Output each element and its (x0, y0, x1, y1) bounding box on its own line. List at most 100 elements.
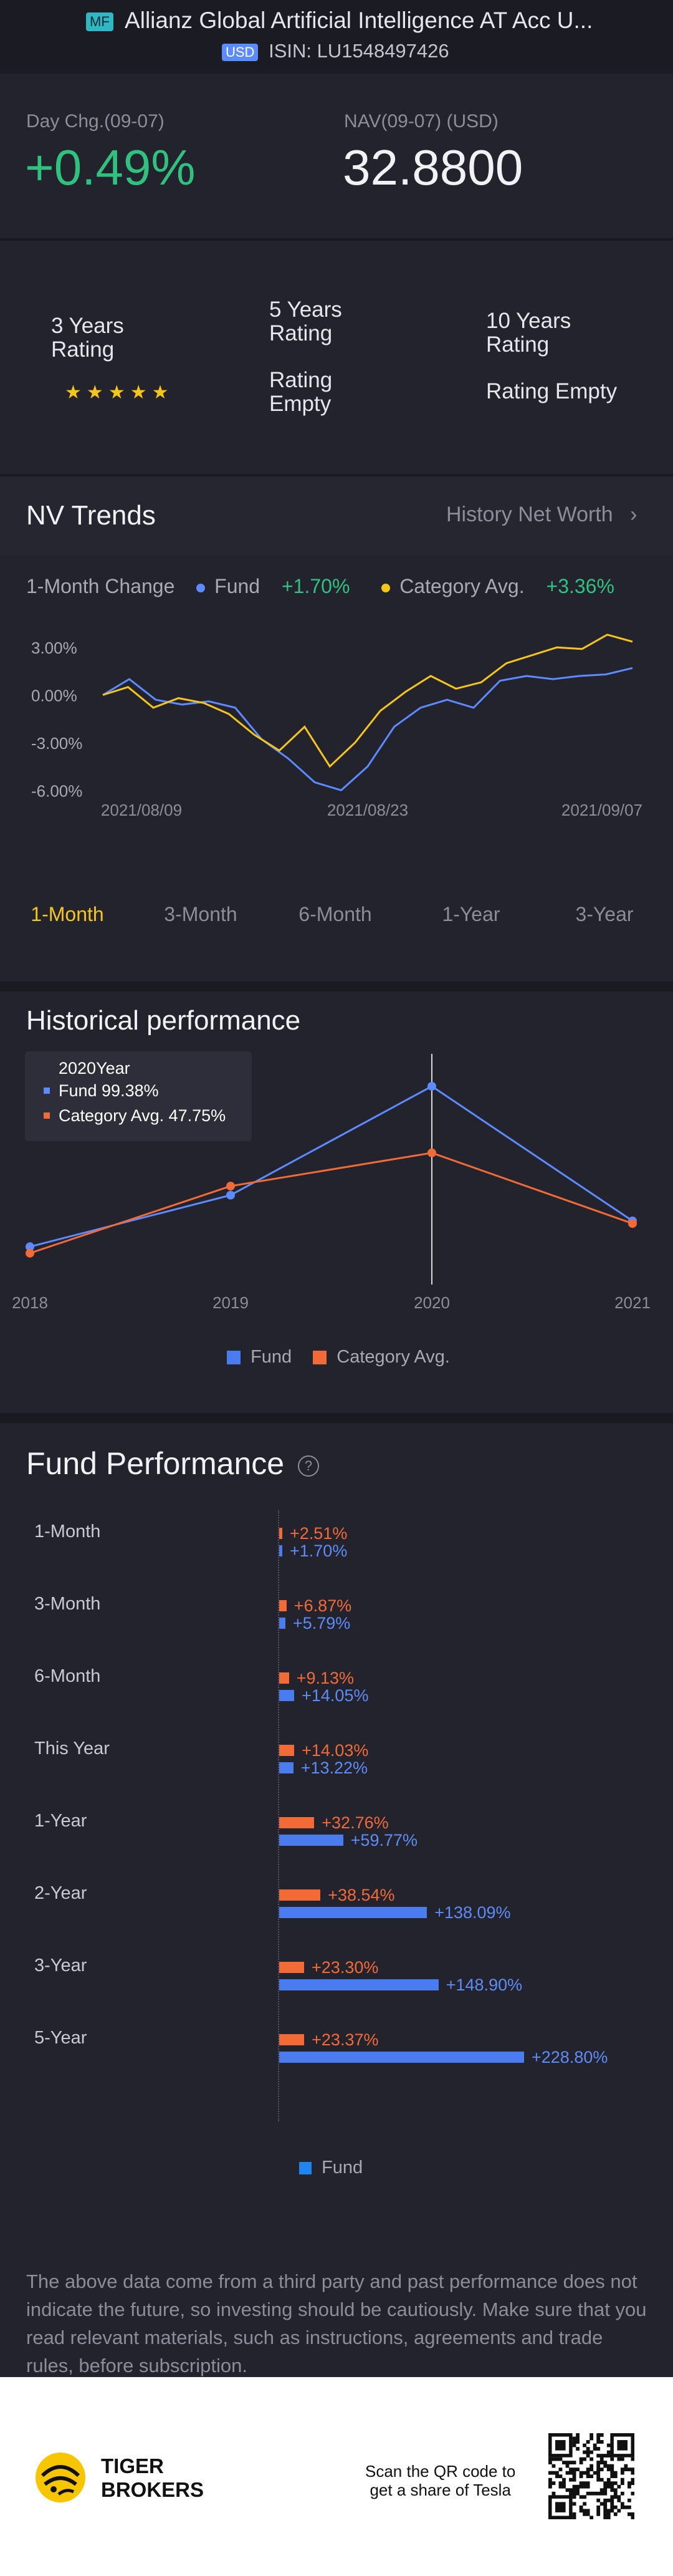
fund-point (427, 1082, 436, 1091)
brand-name: TIGER BROKERS (101, 2454, 204, 2502)
qr-module (596, 2467, 601, 2472)
legend-category-label: Category Avg. (336, 1347, 450, 1367)
qr-module (583, 2502, 587, 2506)
x-tick-label: 2018 (12, 1293, 48, 1312)
qr-module (613, 2491, 618, 2496)
nv-trends-section: 1-Month Change Fund +1.70% Category Avg.… (0, 555, 673, 982)
divider (0, 238, 673, 241)
zero-axis-line (278, 1510, 279, 2121)
qr-module (596, 2464, 601, 2468)
category-bar (279, 1528, 282, 1539)
qr-module (586, 2454, 590, 2458)
question-circle-icon[interactable]: ? (298, 1455, 319, 1477)
qr-module (548, 2457, 552, 2461)
historical-section: Historical performance 2018 2019 2020 2021 … (0, 991, 673, 1413)
summary-section: Day Chg.(09-07) +0.49% NAV(09-07) (USD) … (0, 74, 673, 238)
qr-module (603, 2464, 608, 2468)
qr-module (603, 2484, 608, 2489)
qr-module (579, 2461, 583, 2464)
qr-module (610, 2481, 614, 2486)
qr-module (596, 2509, 601, 2513)
qr-module (627, 2512, 631, 2516)
qr-module (631, 2477, 634, 2482)
history-net-worth-link[interactable]: History Net Worth › (446, 503, 637, 527)
tab-1-year[interactable]: 1-Year (442, 903, 500, 925)
brand-line-2: BROKERS (101, 2478, 204, 2501)
qr-module (586, 2447, 590, 2451)
category-point (628, 1219, 637, 1228)
qr-module (596, 2474, 601, 2479)
day-change-value: +0.49% (25, 140, 196, 195)
fund-value-label: +13.22% (300, 1758, 368, 1777)
qr-module (586, 2450, 590, 2454)
qr-module (589, 2491, 594, 2496)
category-bar (279, 2034, 305, 2045)
tab-3-year[interactable]: 3-Year (575, 903, 634, 925)
fund-bar (279, 1835, 343, 1846)
fund-performance-title-row: Fund Performance ? (26, 1445, 319, 1482)
qr-module (576, 2491, 580, 2496)
qr-module (603, 2512, 608, 2516)
tab-3-month[interactable]: 3-Month (164, 903, 237, 925)
qr-module (548, 2477, 552, 2482)
fund-value-label: +59.77% (350, 1831, 418, 1850)
qr-module (586, 2481, 590, 2486)
fund-performance-title: Fund Performance (26, 1446, 285, 1481)
brand-line-1: TIGER (101, 2454, 164, 2477)
legend-fund-label: Fund (322, 2158, 363, 2178)
category-value-label: +9.13% (296, 1669, 354, 1687)
qr-module (572, 2440, 576, 2444)
qr-module (599, 2440, 604, 2444)
qr-module (579, 2495, 583, 2499)
qr-module (631, 2512, 634, 2516)
qr-module (576, 2484, 580, 2489)
history-net-worth-label[interactable]: History Net Worth (446, 503, 613, 526)
nv-change-row: 1-Month Change Fund +1.70% Category Avg.… (26, 575, 614, 598)
qr-module (569, 2471, 573, 2475)
qr-module (586, 2491, 590, 2496)
y-tick-label: -6.00% (31, 781, 82, 800)
footer: TIGER BROKERS Scan the QR code to get a … (0, 2377, 673, 2576)
qr-module (586, 2509, 590, 2513)
star-icon: ★ (108, 382, 125, 403)
category-value-label: +23.30% (312, 1958, 379, 1977)
tooltip-year: 2020Year (59, 1059, 130, 1078)
qr-module (579, 2457, 583, 2461)
qr-code-icon[interactable] (548, 2433, 634, 2519)
fund-bar (279, 1545, 282, 1556)
qr-module (583, 2484, 587, 2489)
qr-module (572, 2477, 576, 2482)
qr-module (613, 2481, 618, 2486)
category-bar (279, 1672, 289, 1684)
category-bar (279, 1889, 321, 1901)
qr-module (565, 2471, 570, 2475)
qr-module (572, 2461, 576, 2464)
qr-module (599, 2461, 604, 2464)
period-label: 6-Month (34, 1666, 101, 1686)
qr-module (586, 2512, 590, 2516)
category-series-line (29, 1152, 633, 1255)
legend-fund-swatch (227, 1351, 241, 1365)
ratings-section: 3 Years Rating ★ ★ ★ ★ ★ 5 Years Rating Rati… (0, 241, 673, 474)
qr-module (627, 2484, 631, 2489)
tooltip-category-swatch (44, 1112, 50, 1119)
qr-module (589, 2516, 594, 2519)
tiger-logo-icon (36, 2453, 85, 2502)
category-bar (279, 1962, 305, 1973)
qr-module (596, 2461, 601, 2464)
x-tick-label: 2021/08/09 (101, 801, 182, 819)
tab-6-month[interactable]: 6-Month (298, 903, 372, 925)
fund-value-label: +138.09% (434, 1903, 511, 1922)
qr-module (624, 2505, 628, 2509)
category-series-line (102, 634, 633, 768)
qr-module (558, 2484, 563, 2489)
tab-1-month[interactable]: 1-Month (31, 903, 104, 925)
qr-module (579, 2484, 583, 2489)
qr-module (572, 2495, 576, 2499)
qr-module (603, 2516, 608, 2519)
change-label: 1-Month Change (26, 575, 175, 597)
qr-module (586, 2471, 590, 2475)
qr-module (589, 2474, 594, 2479)
day-change-label: Day Chg.(09-07) (26, 111, 165, 132)
qr-module (586, 2467, 590, 2472)
